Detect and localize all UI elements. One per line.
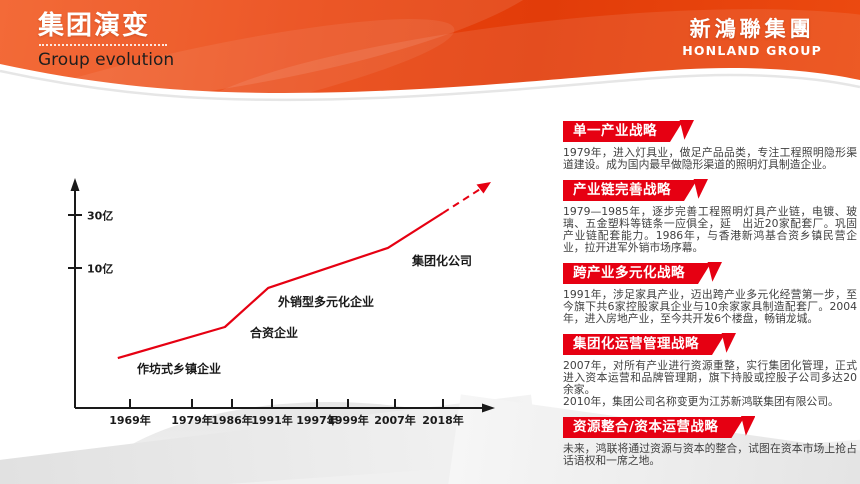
strategy-banner: 跨产业多元化战略 [563,262,711,284]
strategy-body: 未来，鸿联将通过资源与资本的整合，试图在资本市场上抢占话语权和一席之地。 [563,442,857,467]
evolution-chart: 30亿 10亿 1969年 1979年 1986年 1991年 1997年 19… [68,178,495,427]
x-tick-label: 2018年 [422,413,464,427]
strategy-title: 跨产业多元化战略 [563,263,711,284]
x-axis-arrow-icon [482,403,495,413]
x-tick-label: 1999年 [327,413,369,427]
strategy-banner: 产业链完善战略 [563,179,697,201]
y-tick-label: 30亿 [87,209,113,223]
logo-chinese-text: 新鴻聯集團 [689,17,815,41]
strategy-block: 资源整合/资本运营战略 未来，鸿联将通过资源与资本的整合，试图在资本市场上抢占话… [563,416,857,467]
strategy-block: 单一产业战略 1979年，进入灯具业，做足产品品类，专注工程照明隐形渠道建设。成… [563,120,857,171]
x-tick-label: 2007年 [374,413,416,427]
strategy-list: 单一产业战略 1979年，进入灯具业，做足产品品类，专注工程照明隐形渠道建设。成… [563,120,857,475]
stage-label: 集团化公司 [411,253,472,268]
stage-label: 合资企业 [250,325,298,340]
x-tick-label: 1969年 [109,413,151,427]
company-logo: 新鴻聯集團 HONLAND GROUP [682,16,822,58]
strategy-title: 产业链完善战略 [563,180,697,201]
strategy-title: 单一产业战略 [563,121,683,142]
logo-english-text: HONLAND GROUP [682,43,822,58]
header-wave-edge [0,64,860,112]
strategy-block: 跨产业多元化战略 1991年，涉足家具产业，迈出跨产业多元化经营第一步，至今旗下… [563,262,857,325]
page-title: 集团演变 [38,11,151,41]
strategy-body: 1991年，涉足家具产业，迈出跨产业多元化经营第一步，至今旗下共6家控股家具企业… [563,288,857,325]
strategy-banner: 单一产业战略 [563,120,683,142]
header-band [0,0,860,190]
strategy-block: 集团化运营管理战略 2007年，对所有产业进行资源重整，实行集团化管理，正式进入… [563,333,857,408]
growth-projection-line [442,187,483,214]
strategy-title: 集团化运营管理战略 [563,334,725,355]
x-tick-label: 1979年 [171,413,213,427]
x-axis: 1969年 1979年 1986年 1991年 1997年 1999年 2007… [75,399,495,427]
strategy-title: 资源整合/资本运营战略 [563,417,744,438]
strategy-block: 产业链完善战略 1979—1985年，逐步完善工程照明灯具产业链，电镀、玻璃、五… [563,179,857,254]
strategy-banner: 集团化运营管理战略 [563,333,725,355]
strategy-body: 2007年，对所有产业进行资源重整，实行集团化管理，正式进入资本运营和品牌管理期… [563,359,857,408]
title-dotted-underline [39,44,167,46]
stage-label: 外销型多元化企业 [278,294,374,309]
growth-line [117,212,444,360]
projection-arrow-icon [476,182,491,194]
strategy-banner: 资源整合/资本运营战略 [563,416,744,438]
header-title-group: 集团演变 Group evolution [38,11,174,70]
y-axis: 30亿 10亿 [68,178,113,408]
x-tick-label: 1991年 [251,413,293,427]
y-axis-arrow-icon [70,178,80,191]
x-tick-label: 1986年 [211,413,253,427]
y-tick-label: 10亿 [87,262,113,276]
page-subtitle: Group evolution [38,50,175,70]
stage-label: 作坊式乡镇企业 [137,361,221,376]
strategy-body: 1979—1985年，逐步完善工程照明灯具产业链，电镀、玻璃、五金塑料等链条一应… [563,205,857,254]
strategy-body: 1979年，进入灯具业，做足产品品类，专注工程照明隐形渠道建设。成为国内最早做隐… [563,146,857,171]
x-tick-label: 1997年 [296,413,338,427]
